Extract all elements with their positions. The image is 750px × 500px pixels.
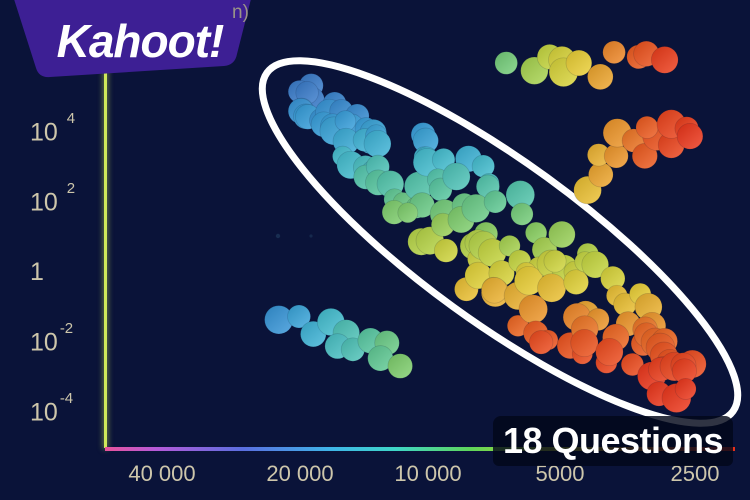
- svg-text:Kahoot!: Kahoot!: [57, 15, 224, 67]
